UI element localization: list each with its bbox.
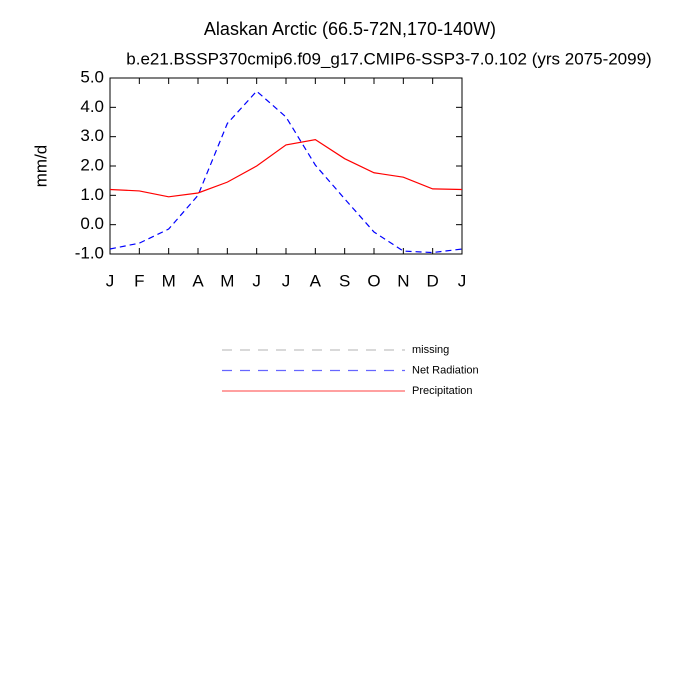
- x-tick-label: S: [339, 271, 350, 290]
- y-tick-label: -1.0: [75, 243, 104, 262]
- x-tick-label: J: [252, 271, 261, 290]
- y-tick-label: 3.0: [80, 126, 104, 145]
- legend-label: missing: [412, 344, 449, 356]
- x-tick-label: M: [162, 271, 176, 290]
- x-tick-label: J: [106, 271, 115, 290]
- y-tick-label: 1.0: [80, 185, 104, 204]
- x-tick-label: A: [192, 271, 204, 290]
- x-tick-label: M: [220, 271, 234, 290]
- chart-subtitle: b.e21.BSSP370cmip6.f09_g17.CMIP6-SSP3-7.…: [126, 49, 651, 68]
- x-tick-label: O: [367, 271, 380, 290]
- y-tick-label: 5.0: [80, 67, 104, 86]
- data-line: [109, 90, 463, 254]
- y-tick-label: 4.0: [80, 97, 104, 116]
- x-tick-label: A: [310, 271, 322, 290]
- x-tick-label: D: [427, 271, 439, 290]
- legend-label: Precipitation: [412, 385, 473, 397]
- y-tick-label: 0.0: [80, 214, 104, 233]
- x-tick-label: N: [397, 271, 409, 290]
- plot-frame: [109, 77, 463, 255]
- y-axis-label: mm/d: [31, 145, 50, 188]
- chart-title: Alaskan Arctic (66.5-72N,170-140W): [204, 19, 496, 39]
- y-tick-label: 2.0: [80, 155, 104, 174]
- legend-label: Net Radiation: [412, 364, 479, 376]
- data-line: [109, 138, 463, 198]
- x-tick-label: J: [458, 271, 467, 290]
- x-tick-label: J: [282, 271, 291, 290]
- x-tick-label: F: [134, 271, 144, 290]
